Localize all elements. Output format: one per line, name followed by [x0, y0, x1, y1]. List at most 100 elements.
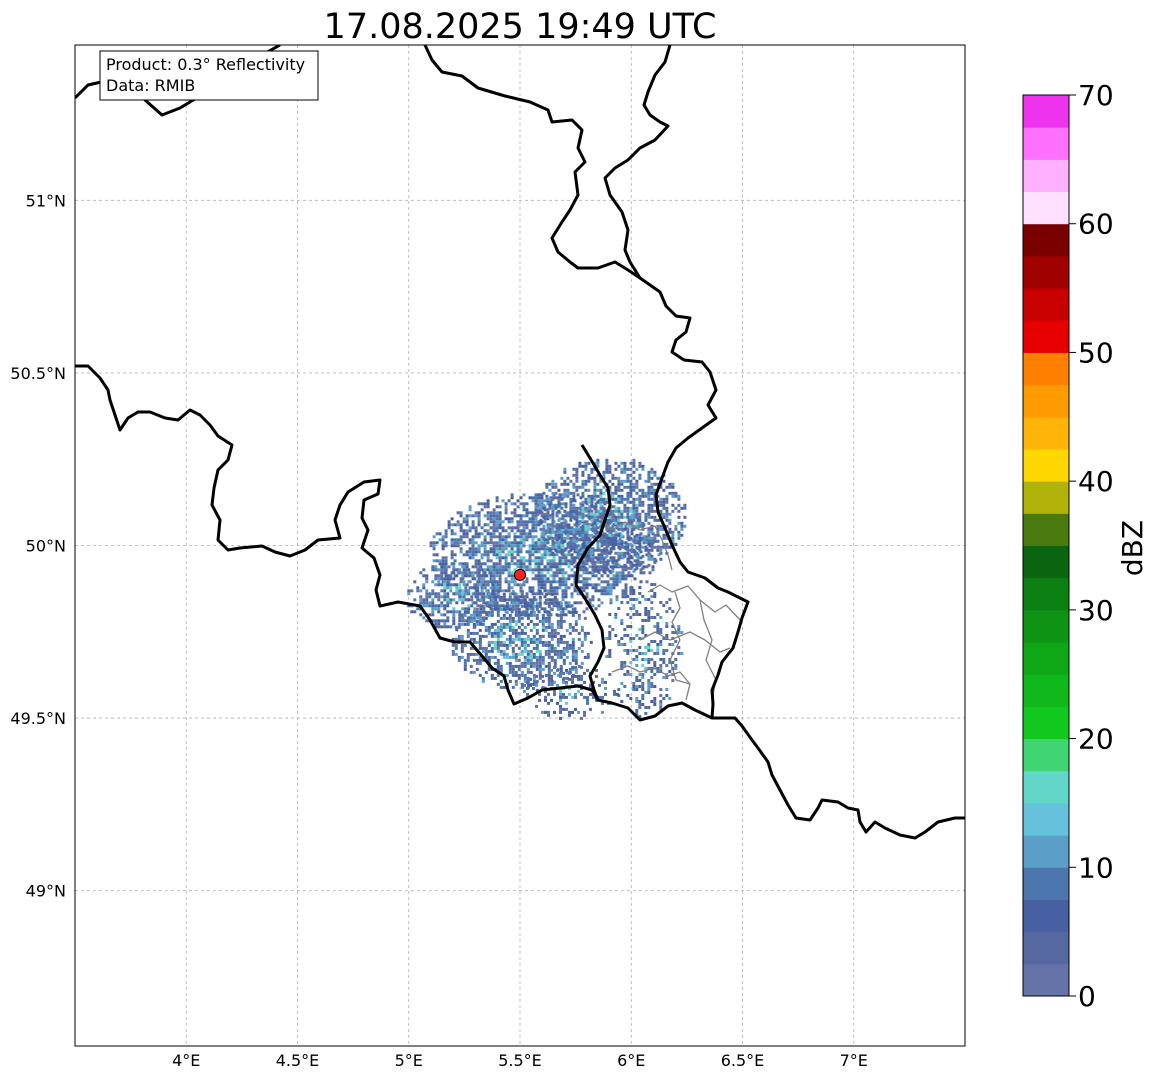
echo-pixel — [560, 476, 564, 480]
echo-pixel — [501, 571, 505, 575]
echo-pixel — [581, 503, 585, 507]
echo-pixel — [444, 562, 448, 566]
echo-pixel — [659, 616, 663, 619]
echo-pixel — [547, 661, 551, 665]
echo-pixel — [482, 607, 486, 611]
echo-pixel — [560, 533, 564, 537]
echo-pixel — [535, 607, 539, 611]
echo-pixel — [546, 568, 550, 572]
echo-pixel — [488, 571, 492, 575]
echo-pixel — [537, 571, 541, 575]
echo-pixel — [605, 560, 609, 564]
echo-pixel — [546, 541, 550, 545]
echo-pixel — [614, 634, 618, 637]
echo-pixel — [526, 676, 530, 680]
echo-pixel — [434, 583, 438, 587]
echo-pixel — [647, 491, 651, 495]
echo-pixel — [668, 670, 672, 673]
echo-pixel — [552, 571, 556, 575]
echo-pixel — [537, 559, 541, 563]
echo-pixel — [585, 595, 589, 599]
echo-pixel — [472, 652, 476, 656]
echo-pixel — [534, 547, 538, 551]
echo-pixel — [647, 619, 651, 622]
echo-pixel — [626, 524, 630, 528]
echo-pixel — [558, 550, 562, 554]
echo-pixel — [535, 613, 539, 617]
map-area — [75, 45, 965, 1046]
echo-pixel — [443, 583, 447, 587]
echo-pixel — [520, 598, 524, 602]
echo-pixel — [591, 568, 595, 572]
echo-pixel — [510, 574, 514, 578]
echo-pixel — [606, 583, 610, 587]
colorbar-tick-label: 50 — [1078, 336, 1114, 369]
echo-pixel — [644, 634, 648, 637]
echo-pixel — [650, 616, 654, 619]
echo-pixel — [621, 556, 625, 560]
echo-pixel — [591, 571, 595, 575]
echo-pixel — [510, 520, 514, 524]
echo-pixel — [608, 613, 612, 616]
echo-pixel — [554, 485, 558, 489]
echo-pixel — [608, 637, 612, 640]
echo-pixel — [593, 569, 597, 573]
echo-pixel — [629, 467, 633, 471]
echo-pixel — [575, 470, 579, 474]
echo-pixel — [617, 527, 621, 531]
echo-pixel — [513, 532, 517, 536]
echo-pixel — [492, 568, 496, 572]
echo-pixel — [565, 676, 569, 680]
echo-pixel — [572, 545, 576, 549]
echo-pixel — [596, 500, 600, 504]
echo-pixel — [496, 619, 500, 623]
echo-pixel — [653, 703, 657, 706]
echo-pixel — [577, 689, 580, 693]
echo-pixel — [502, 595, 506, 599]
echo-pixel — [599, 539, 603, 543]
echo-pixel — [662, 503, 666, 507]
echo-pixel — [523, 658, 527, 662]
echo-pixel — [450, 571, 454, 575]
echo-pixel — [593, 479, 597, 483]
echo-pixel — [528, 607, 532, 611]
echo-pixel — [555, 553, 559, 557]
echo-pixel — [630, 532, 634, 536]
echo-pixel — [556, 622, 560, 626]
echo-pixel — [486, 505, 490, 509]
echo-pixel — [565, 646, 569, 650]
echo-pixel — [632, 476, 636, 480]
echo-pixel — [474, 571, 478, 575]
echo-pixel — [586, 701, 589, 705]
echo-pixel — [569, 530, 573, 534]
echo-pixel — [555, 568, 559, 572]
echo-pixel — [498, 571, 502, 575]
echo-pixel — [496, 673, 500, 677]
echo-pixel — [511, 652, 515, 656]
echo-pixel — [638, 628, 642, 631]
echo-pixel — [516, 520, 520, 524]
echo-pixel — [617, 640, 621, 643]
echo-pixel — [460, 655, 464, 659]
echo-pixel — [656, 646, 660, 649]
echo-pixel — [627, 520, 631, 524]
echo-pixel — [626, 560, 630, 564]
echo-pixel — [516, 544, 520, 548]
echo-pixel — [468, 508, 472, 512]
echo-pixel — [449, 589, 453, 593]
echo-pixel — [468, 550, 472, 554]
echo-pixel — [498, 574, 502, 578]
echo-pixel — [555, 496, 559, 500]
colorbar-tick-label: 60 — [1078, 208, 1114, 241]
echo-pixel — [591, 586, 595, 590]
echo-pixel — [455, 586, 459, 590]
echo-pixel — [496, 628, 500, 632]
echo-pixel — [437, 577, 441, 581]
echo-pixel — [614, 616, 618, 619]
echo-pixel — [492, 541, 496, 545]
echo-pixel — [473, 601, 477, 605]
echo-pixel — [596, 464, 600, 468]
echo-pixel — [626, 494, 630, 498]
echo-pixel — [623, 521, 627, 525]
echo-pixel — [653, 545, 657, 549]
